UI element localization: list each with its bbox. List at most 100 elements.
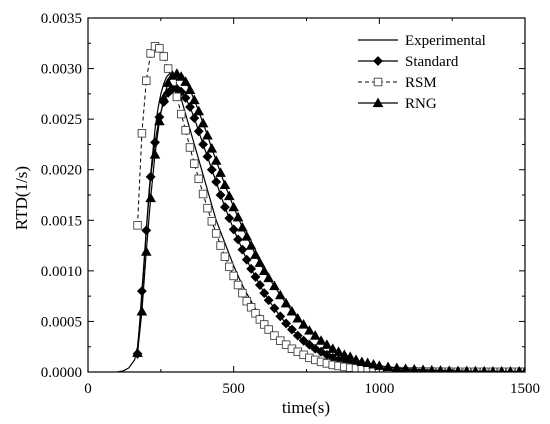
data-point [180,92,191,103]
data-point [175,71,187,81]
x-tick-label: 0 [84,381,92,397]
data-point [185,143,195,152]
data-point [241,254,252,265]
data-point [250,249,261,259]
data-point [202,129,213,140]
x-axis-label: time(s) [282,398,330,417]
data-point [292,312,304,323]
data-point [136,286,147,297]
legend-label: RSM [405,75,437,91]
data-point [454,365,462,372]
data-point [498,365,506,372]
data-point [229,271,238,281]
data-point [292,330,303,341]
data-point [193,126,204,137]
data-point [362,357,373,368]
data-point [180,76,191,86]
legend-marker [373,77,383,87]
data-point [176,109,186,119]
data-point [241,231,253,241]
data-point [260,320,269,329]
data-point [254,280,265,290]
data-point [480,365,488,372]
data-point [298,319,309,329]
data-point [142,76,151,85]
series-line [137,45,525,372]
data-point [304,325,315,335]
data-point [198,189,208,199]
data-point [189,94,200,105]
x-tick-label: 1000 [364,381,394,397]
data-point [136,305,148,316]
legend-entry-experimental: Experimental [358,33,486,49]
data-point [281,318,292,329]
data-point [286,305,298,316]
data-point [220,202,230,213]
data-point [400,363,411,372]
data-point [206,143,218,153]
y-tick-label: 0.0025 [41,112,82,128]
data-point [220,252,230,261]
data-point [185,102,195,112]
data-point [321,339,333,349]
data-point [211,229,221,238]
y-tick-label: 0.0015 [41,213,82,229]
data-point [333,346,344,356]
legend-entry-rsm: RSM [358,75,437,91]
data-point [258,265,270,275]
data-point [350,354,362,365]
y-tick-label: 0.0010 [41,264,82,280]
series-line [117,72,525,372]
data-point [264,325,273,334]
data-point [245,240,257,250]
data-point [155,44,164,53]
data-point [233,234,243,245]
data-point [158,92,170,103]
data-point [162,77,174,87]
data-point [242,296,252,306]
data-point [154,115,165,126]
data-point [427,364,436,372]
data-point [163,64,173,73]
series-rng [132,68,525,372]
data-point [215,167,226,177]
data-point [224,213,235,224]
data-point [194,174,203,184]
data-point [193,105,205,116]
series-standard [132,83,525,372]
data-point [132,347,143,357]
data-point [137,129,147,138]
data-point [356,356,368,367]
x-tick-label: 500 [222,381,245,397]
data-point [232,211,244,222]
legend-label: Experimental [405,33,486,49]
data-point [254,257,266,267]
data-point [309,330,321,340]
data-point [436,365,445,372]
data-point [206,164,217,175]
y-tick-label: 0.0020 [41,163,82,179]
series-experimental [117,72,525,372]
legend-label: Standard [405,54,459,70]
data-point [216,241,225,250]
y-tick-label: 0.0035 [41,11,82,27]
data-point [270,331,279,340]
data-point [190,159,199,168]
data-point [228,224,239,235]
data-point [521,366,525,372]
data-point [181,126,190,135]
data-point [445,365,453,372]
data-point [211,176,222,187]
data-point [339,349,350,359]
data-point [133,221,142,230]
data-point [275,311,286,322]
data-point [197,117,209,128]
data-point [223,190,235,201]
legend-marker [373,56,383,66]
data-point [418,364,428,372]
data-point [233,280,243,290]
data-point [246,303,256,312]
data-point [269,280,280,291]
data-point [146,49,155,58]
